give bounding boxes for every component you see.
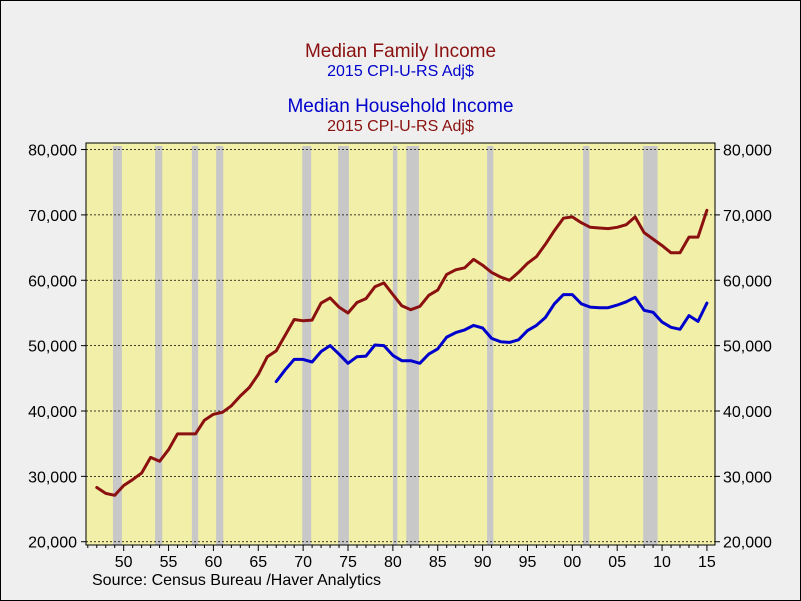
x-tick-label: 80 — [384, 554, 402, 571]
x-tick-label: 00 — [563, 554, 581, 571]
x-tick-label: 55 — [160, 554, 178, 571]
chart-subtitle-household: 2015 CPI-U-RS Adj$ — [327, 118, 474, 135]
chart-title-household: Median Household Income — [287, 96, 514, 117]
x-tick-label: 90 — [474, 554, 492, 571]
y-tick-label-left: 40,000 — [28, 404, 77, 421]
chart-title-family: Median Family Income — [304, 41, 497, 62]
recession-bar — [112, 146, 122, 545]
y-tick-label-right: 60,000 — [723, 273, 772, 290]
x-tick-label: 75 — [339, 554, 357, 571]
x-tick-label: 85 — [429, 554, 447, 571]
x-tick-label: 65 — [249, 554, 267, 571]
source-note: Source: Census Bureau /Haver Analytics — [92, 572, 382, 589]
x-tick-label: 10 — [653, 554, 671, 571]
y-tick-label-right: 40,000 — [723, 404, 772, 421]
y-tick-label-right: 30,000 — [723, 469, 772, 486]
y-tick-label-left: 70,000 — [28, 208, 77, 225]
y-tick-label-left: 20,000 — [28, 535, 77, 552]
x-tick-label: 50 — [115, 554, 133, 571]
series-line-household-income — [274, 293, 709, 384]
y-tick-label-right: 70,000 — [723, 208, 772, 225]
y-tick-label-left: 60,000 — [28, 273, 77, 290]
x-tick-label: 60 — [205, 554, 223, 571]
chart-subtitle-family: 2015 CPI-U-RS Adj$ — [327, 63, 474, 80]
x-tick-label: 95 — [519, 554, 537, 571]
recession-bar — [406, 146, 419, 545]
x-tick-label: 70 — [294, 554, 312, 571]
y-tick-label-left: 50,000 — [28, 339, 77, 356]
y-tick-label-left: 30,000 — [28, 469, 77, 486]
x-tick-label: 05 — [608, 554, 626, 571]
x-tick-label: 15 — [698, 554, 716, 571]
y-tick-label-right: 80,000 — [723, 143, 772, 160]
y-tick-label-left: 80,000 — [28, 143, 77, 160]
y-tick-label-right: 20,000 — [723, 535, 772, 552]
plot-border — [85, 142, 716, 546]
plot-area — [86, 143, 715, 545]
y-tick-label-right: 50,000 — [723, 339, 772, 356]
series-line-family-income — [95, 208, 709, 497]
